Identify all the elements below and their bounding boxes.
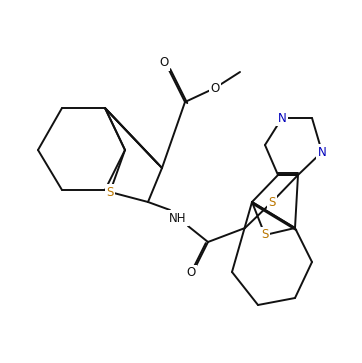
Text: O: O (186, 266, 195, 280)
Text: S: S (261, 228, 269, 241)
Text: O: O (159, 57, 169, 69)
Text: O: O (210, 82, 220, 94)
Text: S: S (106, 185, 114, 199)
Text: N: N (317, 146, 327, 159)
Text: S: S (268, 196, 276, 208)
Text: N: N (278, 111, 286, 125)
Text: NH: NH (169, 212, 187, 224)
